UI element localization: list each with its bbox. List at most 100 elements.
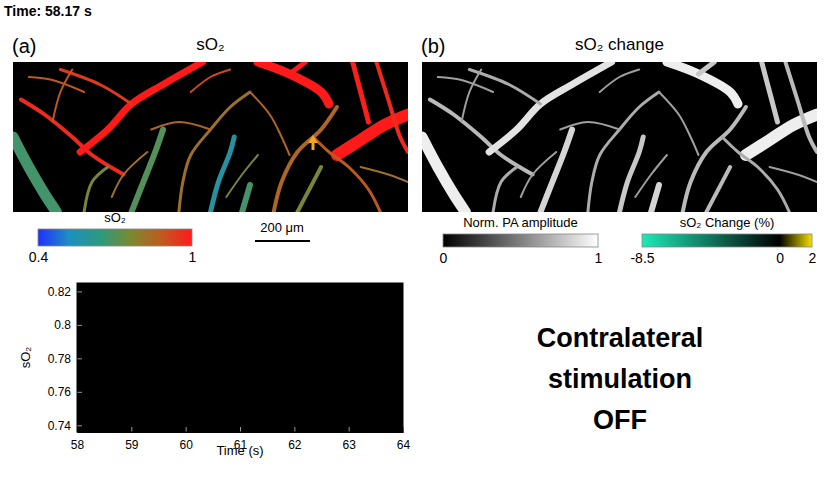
- vessel: [376, 62, 408, 152]
- colorbar-range: [39, 246, 193, 247]
- y-tick-mark: [77, 325, 82, 326]
- colorbar-axis: 01: [440, 247, 603, 266]
- colorbar-gradient: [642, 234, 812, 247]
- y-tick-mark: [77, 425, 82, 426]
- colorbar-tick-label: 0: [776, 250, 784, 266]
- vessel: [635, 155, 667, 197]
- vessel: [80, 62, 202, 152]
- colorbar-tick: 2: [809, 247, 817, 266]
- y-tick-mark: [77, 392, 82, 393]
- colorbar-axis: -8.5 0 2: [630, 247, 816, 266]
- colorbar-gradient: [443, 234, 598, 247]
- x-tick: 60: [179, 427, 193, 452]
- vessel-image: [422, 62, 817, 212]
- colorbar-tick-label: 2: [809, 250, 817, 266]
- vessel: [659, 92, 699, 155]
- colorbar: sO₂0.41: [29, 210, 197, 265]
- plot-frame: [77, 283, 403, 432]
- vessel: [699, 62, 715, 74]
- vessel: [770, 167, 817, 182]
- vessel: [191, 70, 231, 93]
- plot-area: [77, 283, 403, 432]
- x-tick-mark: [349, 427, 350, 432]
- vessel: [706, 167, 730, 212]
- image-background: [13, 62, 408, 212]
- time-label: Time: 58.17 s: [4, 3, 92, 19]
- vessel: [667, 62, 738, 104]
- vessel: [521, 152, 557, 197]
- figure: Time: 58.17 s (a) sO₂ (b) sO₂ change 200 μm sO…: [0, 0, 825, 492]
- x-tick: 59: [125, 427, 139, 452]
- colorbar-title: sO₂ Change (%): [680, 215, 775, 230]
- plot: 585960616263640.740.760.780.80.82Time (s…: [18, 283, 410, 458]
- colorbar-title: Norm. PA amplitude: [463, 215, 578, 230]
- colorbar: sO₂ Change (%) -8.5 0 2: [630, 215, 816, 266]
- x-tick-label: 58: [71, 438, 85, 452]
- y-tick-mark: [77, 358, 82, 359]
- vessel: [53, 70, 73, 123]
- colorbar-tick-label: 0.4: [29, 249, 49, 265]
- colorbar-axis: 0.41: [29, 246, 197, 265]
- vessel: [560, 122, 619, 130]
- scale-bar: [255, 240, 310, 242]
- vessel: [541, 130, 573, 213]
- colorbar-tick-label: 1: [595, 250, 603, 266]
- colorbar-tick: 1: [189, 246, 197, 265]
- colorbar-tick: 1: [595, 247, 603, 266]
- y-tick-label: 0.82: [48, 285, 72, 299]
- panel-label: (a): [12, 35, 36, 57]
- x-tick-mark: [294, 427, 295, 432]
- colorbar-gradient: [38, 229, 192, 246]
- y-tick-label: 0.78: [48, 352, 72, 366]
- vessel: [588, 92, 659, 212]
- vessel: [21, 100, 124, 175]
- panel-label: (b): [421, 35, 445, 57]
- colorbar-tick: 0: [776, 247, 784, 266]
- stimulation-text: OFF: [593, 405, 647, 435]
- colorbar-tick-label: 1: [189, 249, 197, 265]
- colorbar-tick: -8.5: [630, 247, 654, 266]
- vessel: [274, 107, 337, 212]
- panel-title: sO₂: [196, 35, 224, 54]
- x-tick: 63: [342, 427, 356, 452]
- scale-bar-label: 200 μm: [260, 220, 304, 235]
- vessel: [13, 137, 56, 212]
- x-tick: 62: [288, 427, 302, 452]
- colorbar-range: [444, 247, 599, 248]
- x-axis-title: Time (s): [216, 443, 263, 458]
- vessel: [29, 77, 84, 92]
- vessel-image: [13, 62, 408, 212]
- y-tick-label: 0.74: [48, 419, 72, 433]
- vessel: [493, 167, 517, 212]
- vessel: [290, 62, 306, 74]
- vessel: [600, 70, 640, 93]
- arrow: [308, 135, 318, 150]
- vessel: [297, 167, 321, 212]
- colorbar-tick-label: -8.5: [630, 250, 654, 266]
- vessel: [84, 167, 108, 212]
- vessel: [651, 185, 659, 212]
- vessel: [683, 107, 746, 212]
- vessel: [211, 137, 235, 212]
- vessel: [112, 152, 148, 197]
- y-tick-label: 0.8: [54, 318, 71, 332]
- vessel: [313, 137, 380, 212]
- x-tick: 64: [397, 427, 411, 452]
- background: [0, 0, 825, 492]
- x-tick-label: 64: [397, 438, 411, 452]
- vessel: [785, 62, 817, 152]
- stimulation-text: Contralateral: [537, 323, 704, 353]
- x-tick-label: 63: [342, 438, 356, 452]
- vessel: [361, 167, 408, 182]
- vessel: [422, 137, 465, 212]
- x-tick-label: 59: [125, 438, 139, 452]
- vessel: [462, 70, 482, 123]
- colorbar-title: sO₂: [104, 210, 126, 225]
- x-tick-mark: [240, 427, 241, 432]
- vessel: [489, 62, 611, 152]
- panel-title: sO₂ change: [575, 35, 664, 54]
- vessel: [242, 185, 250, 212]
- stimulation-text: stimulation: [548, 364, 692, 394]
- colorbar-tick-label: 0: [440, 250, 448, 266]
- vessel: [762, 62, 778, 122]
